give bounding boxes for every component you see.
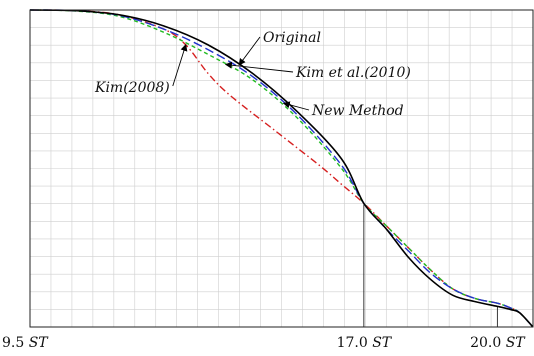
annotation-arrow — [282, 101, 310, 111]
annotation-new-method: New Method — [311, 103, 404, 119]
series-layer — [29, 9, 534, 328]
annotation-kim-2008: Kim(2008) — [94, 80, 170, 96]
annotation-kim-et-al-2010: Kim et al.(2010) — [295, 65, 411, 81]
series-line-original — [29, 9, 534, 328]
grid-lines — [30, 10, 533, 327]
x-tick-label: 17.0 ST — [337, 335, 393, 351]
x-tick-label: 9.5 ST — [2, 335, 49, 351]
annotations: Original Kim et al.(2010) Kim(2008) New Met… — [94, 30, 411, 119]
x-tick-labels: 9.5 ST 17.0 ST 20.0 ST — [2, 335, 526, 351]
annotation-arrow — [238, 36, 261, 66]
reference-lines — [363, 203, 498, 327]
x-tick-label: 20.0 ST — [470, 335, 526, 351]
annotation-arrow — [172, 43, 188, 87]
annotation-arrow — [224, 61, 294, 73]
annotation-original: Original — [263, 30, 321, 46]
plot-frame — [29, 9, 534, 328]
